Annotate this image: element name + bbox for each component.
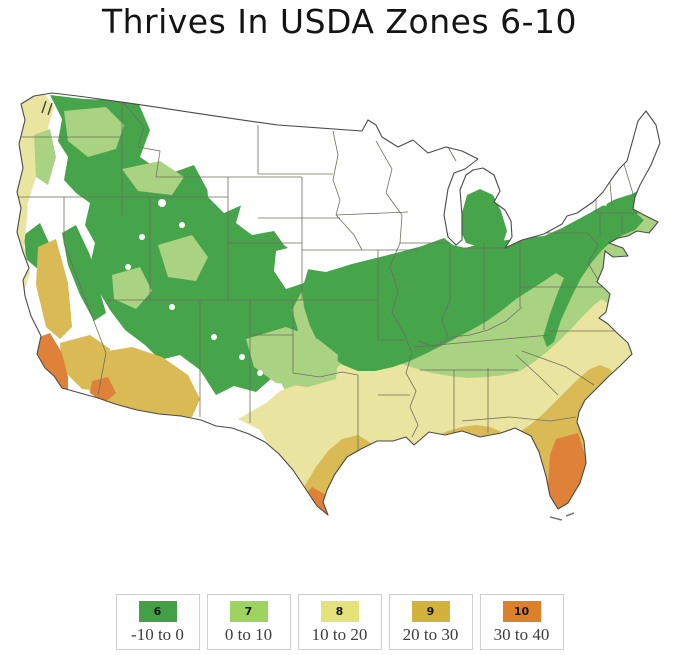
zone-10-region-yuma (90, 377, 116, 403)
zone-6-label: 6 (153, 605, 162, 618)
zone-7-region-willamette (34, 129, 56, 185)
zone-6-region-michigan (460, 189, 507, 247)
zone-9-label: 9 (426, 605, 435, 618)
zone-6-range: -10 to 0 (131, 625, 184, 644)
zone-9-region-arizona-desert (84, 347, 200, 421)
usda-zone-map (10, 85, 672, 592)
zone-9-swatch: 9 (411, 601, 450, 622)
zone-7-region-high-plains (246, 327, 338, 387)
zone-7-region-utah (158, 235, 208, 281)
legend-item-zone-8: 8 10 to 20 (297, 594, 382, 650)
zone-8-label: 8 (335, 605, 344, 618)
zone-9-range: 20 to 30 (402, 625, 459, 644)
zone-6-swatch: 6 (138, 601, 177, 622)
florida-keys (549, 512, 575, 521)
zone-7-swatch: 7 (229, 601, 268, 622)
legend-item-zone-10: 10 30 to 40 (479, 594, 564, 650)
zone-10-label: 10 (513, 605, 530, 618)
legend-item-zone-9: 9 20 to 30 (388, 594, 473, 650)
zone-7-region-eastern-washington (64, 107, 124, 157)
zone-7-label: 7 (244, 605, 253, 618)
zone-legend: 6 -10 to 0 7 0 to 10 8 10 to 20 9 20 to … (0, 594, 679, 650)
zone-7-region-nevada (112, 267, 152, 309)
zone-10-swatch: 10 (502, 601, 541, 622)
zone-7-range: 0 to 10 (224, 625, 273, 644)
us-outline (16, 92, 661, 516)
zone-6-region-east (300, 186, 646, 371)
puget-sound-marks (41, 100, 53, 116)
state-borders (18, 95, 644, 455)
page-title: Thrives In USDA Zones 6-10 (101, 2, 578, 41)
us-hardiness-map-svg (16, 92, 661, 521)
legend-item-zone-6: 6 -10 to 0 (115, 594, 200, 650)
zone-6-region-sierra (62, 225, 106, 321)
zone-10-range: 30 to 40 (493, 625, 550, 644)
zone-8-swatch: 8 (320, 601, 359, 622)
zone-9-region-central-valley (36, 239, 72, 339)
zone-10-region-socal-coast (34, 333, 68, 397)
legend-item-zone-7: 7 0 to 10 (206, 594, 291, 650)
zone-7-region-snake-plain (122, 161, 184, 195)
zone-8-range: 10 to 20 (311, 625, 368, 644)
